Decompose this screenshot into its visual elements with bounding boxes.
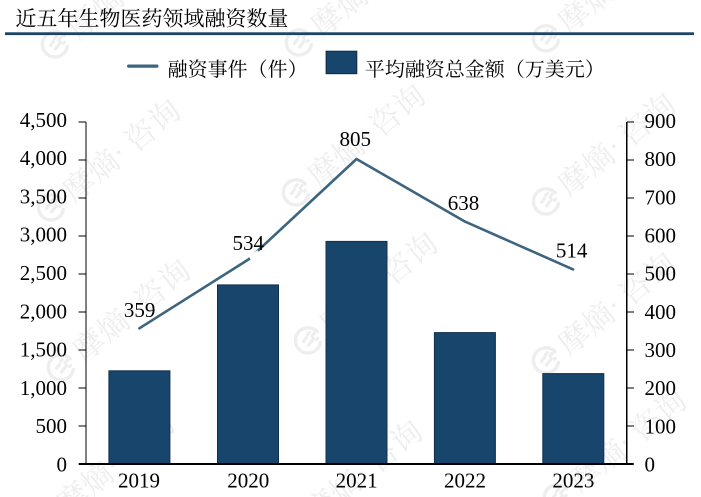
svg-text:514: 514 [556,239,588,263]
svg-text:800: 800 [645,147,677,171]
svg-text:100: 100 [645,414,677,438]
svg-text:0: 0 [57,452,68,476]
svg-text:4,500: 4,500 [20,108,67,132]
svg-text:400: 400 [645,300,677,324]
svg-text:2020: 2020 [227,469,269,493]
svg-text:200: 200 [645,376,677,400]
svg-text:500: 500 [36,414,68,438]
svg-text:359: 359 [124,298,156,322]
svg-text:700: 700 [645,185,677,209]
svg-text:3,500: 3,500 [20,185,67,209]
svg-text:1,000: 1,000 [20,376,67,400]
svg-text:600: 600 [645,223,677,247]
svg-text:900: 900 [645,109,677,133]
svg-text:2021: 2021 [336,469,378,493]
svg-text:2,000: 2,000 [20,299,67,323]
svg-text:3,000: 3,000 [20,223,67,247]
svg-text:2023: 2023 [552,469,594,493]
svg-text:638: 638 [448,191,480,215]
svg-text:300: 300 [645,338,677,362]
svg-text:805: 805 [339,127,371,151]
svg-text:2019: 2019 [118,469,160,493]
svg-text:1,500: 1,500 [20,338,67,362]
svg-text:0: 0 [645,453,656,477]
svg-text:4,000: 4,000 [20,146,67,170]
svg-text:534: 534 [233,231,265,255]
svg-text:2,500: 2,500 [20,261,67,285]
svg-text:500: 500 [645,262,677,286]
svg-text:2022: 2022 [444,469,486,493]
